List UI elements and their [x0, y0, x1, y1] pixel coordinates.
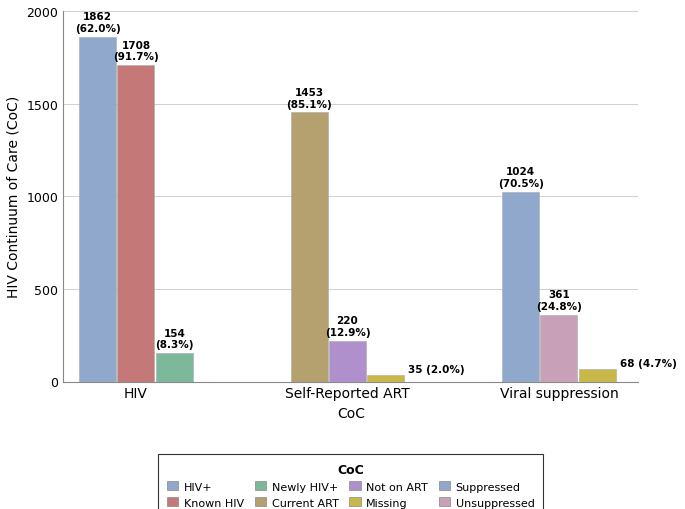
Text: 68 (4.7%): 68 (4.7%) — [620, 358, 677, 368]
Text: 35 (2.0%): 35 (2.0%) — [408, 364, 465, 374]
Legend: HIV+, Known HIV, Newly HIV+, Current ART, Not on ART, Missing, Suppressed, Unsup: HIV+, Known HIV, Newly HIV+, Current ART… — [158, 454, 543, 509]
Text: 1862
(62.0%): 1862 (62.0%) — [75, 12, 121, 34]
Bar — [155, 353, 192, 382]
Text: 1708
(91.7%): 1708 (91.7%) — [113, 41, 159, 62]
Bar — [502, 192, 539, 382]
Bar — [329, 341, 366, 382]
Bar — [540, 315, 577, 382]
Bar — [117, 66, 154, 382]
Y-axis label: HIV Continuum of Care (CoC): HIV Continuum of Care (CoC) — [7, 96, 21, 298]
Text: 1453
(85.1%): 1453 (85.1%) — [286, 88, 332, 109]
Text: 1024
(70.5%): 1024 (70.5%) — [498, 167, 544, 189]
Text: 220
(12.9%): 220 (12.9%) — [325, 316, 371, 337]
Bar — [367, 375, 404, 382]
Text: 361
(24.8%): 361 (24.8%) — [536, 290, 582, 312]
Bar — [79, 38, 116, 382]
Bar — [579, 369, 616, 382]
X-axis label: CoC: CoC — [337, 406, 364, 420]
Text: 154
(8.3%): 154 (8.3%) — [155, 328, 194, 350]
Bar — [290, 113, 327, 382]
